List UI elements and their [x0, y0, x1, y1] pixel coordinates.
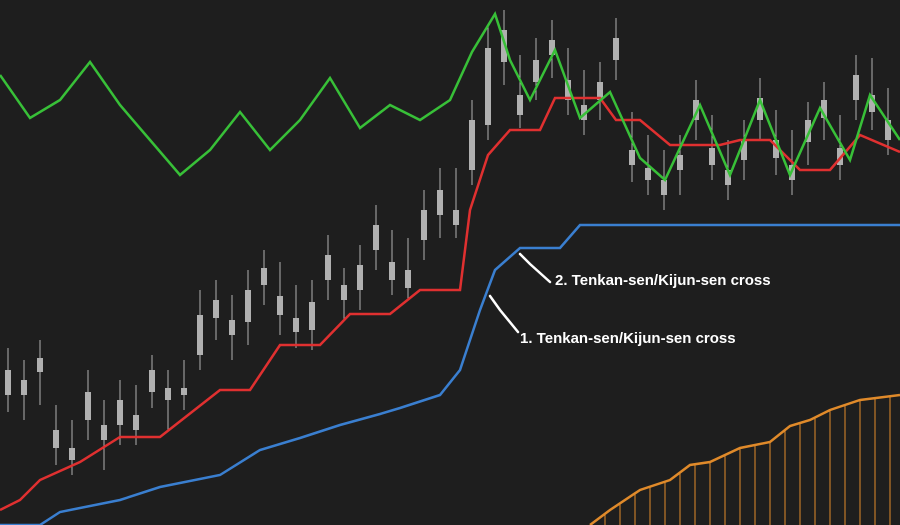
annotation-cross-1: 1. Tenkan-sen/Kijun-sen cross [520, 330, 736, 347]
annotation-cross-2: 2. Tenkan-sen/Kijun-sen cross [555, 272, 771, 289]
chikou-span-line [0, 14, 900, 180]
senkou-span-b [590, 395, 900, 525]
tenkan-sen-line [0, 98, 900, 510]
kijun-sen-line [0, 225, 900, 525]
annotation-pointer [520, 254, 550, 282]
candlesticks [5, 10, 891, 475]
annotation-pointer [490, 296, 518, 332]
ichimoku-chart: 2. Tenkan-sen/Kijun-sen cross 1. Tenkan-s… [0, 0, 900, 525]
